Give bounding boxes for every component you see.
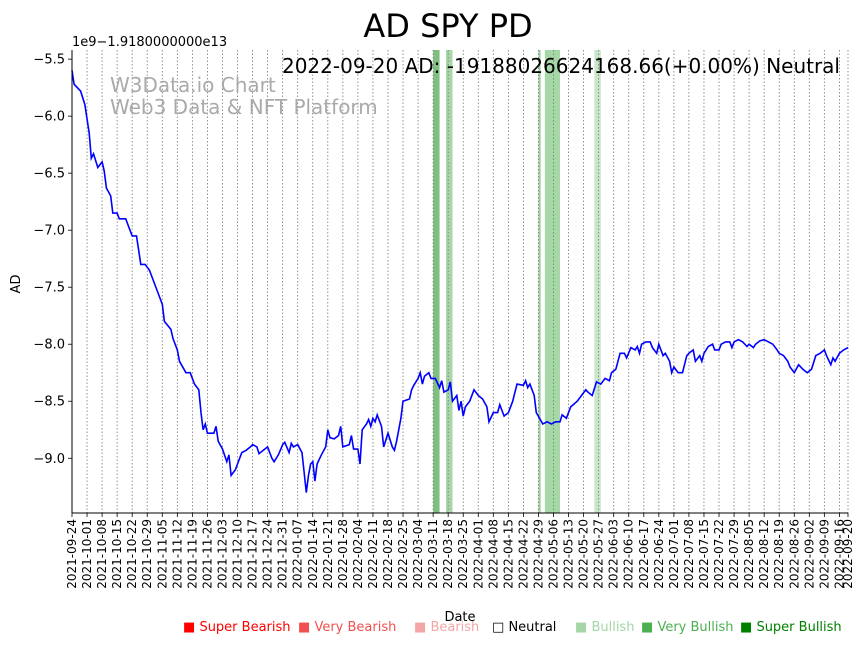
x-tick-label-0: 2021-09-24 (65, 519, 79, 589)
x-tick-label-38: 2022-06-17 (637, 519, 651, 589)
band-2 (538, 50, 541, 513)
legend-swatch-very-bullish: ■ (641, 620, 654, 635)
chart-title: AD SPY PD (363, 7, 532, 45)
y-axis-label: AD (9, 275, 24, 294)
x-tick-label-8: 2021-11-19 (185, 519, 199, 589)
x-tick-label-7: 2021-11-12 (170, 519, 184, 589)
x-tick-label-5: 2021-10-29 (140, 519, 154, 589)
legend-swatch-bearish: ■ (414, 620, 427, 635)
x-tick-label-1: 2021-10-01 (80, 519, 94, 589)
x-tick-label-21: 2022-02-18 (381, 519, 395, 589)
x-tick-label-4: 2021-10-22 (125, 519, 139, 589)
y-tick-label-0: −5.5 (33, 53, 65, 68)
x-tick-label-18: 2022-01-28 (336, 519, 350, 589)
band-4 (594, 50, 601, 513)
signal-bands (433, 50, 601, 513)
x-tick-label-49: 2022-09-02 (802, 519, 816, 589)
x-tick-label-6: 2021-11-05 (155, 519, 169, 589)
y-tick-label-1: −6.0 (33, 110, 65, 125)
y-ticks: −5.5 −6.0 −6.5 −7.0 −7.5 −8.0 −8.5 −9.0 (33, 53, 72, 467)
x-tick-label-14: 2021-12-31 (276, 519, 290, 589)
ad-series-line (71, 70, 849, 493)
x-tick-label-26: 2022-03-25 (456, 519, 470, 589)
x-tick-label-22: 2022-02-25 (396, 519, 410, 589)
axes (71, 50, 848, 514)
x-tick-label-30: 2022-04-22 (516, 519, 530, 589)
x-tick-label-36: 2022-06-03 (607, 519, 621, 589)
legend-label-bullish: Bullish (591, 620, 635, 635)
x-tick-label-42: 2022-07-15 (697, 519, 711, 589)
y-tick-label-5: −8.0 (33, 338, 65, 353)
x-tick-label-34: 2022-05-20 (577, 519, 591, 589)
x-tick-label-48: 2022-08-26 (787, 519, 801, 589)
x-tick-label-23: 2022-03-04 (411, 519, 425, 589)
signal-legend: ■ Super Bearish ■ Very Bearish ■ Bearish… (180, 620, 860, 638)
x-tick-label-9: 2021-11-26 (200, 519, 214, 589)
band-3 (544, 50, 560, 513)
x-tick-label-10: 2021-12-03 (215, 519, 229, 589)
legend-label-super-bullish: Super Bullish (756, 620, 842, 635)
x-tick-label-41: 2022-07-08 (682, 519, 696, 589)
watermark-line-2: Web3 Data & NFT Platform (110, 95, 378, 119)
x-tick-label-17: 2022-01-21 (321, 519, 335, 589)
x-tick-label-13: 2021-12-24 (261, 519, 275, 589)
x-tick-label-45: 2022-08-05 (742, 519, 756, 589)
legend-swatch-super-bearish: ■ (183, 620, 196, 635)
x-tick-label-35: 2022-05-27 (592, 519, 606, 589)
x-tick-label-31: 2022-04-29 (531, 519, 545, 589)
legend-swatch-bullish: ■ (575, 620, 588, 635)
y-offset-label: 1e9−1.9180000000e13 (72, 35, 227, 50)
x-tick-label-52: 2022-09-20 (841, 519, 855, 589)
band-0 (433, 50, 440, 513)
x-tick-label-32: 2022-05-06 (547, 519, 561, 589)
x-tick-label-19: 2022-02-04 (351, 519, 365, 589)
x-ticks: 2021-09-24 2021-10-01 2021-10-08 2021-10-15… (65, 513, 855, 589)
x-tick-label-16: 2022-01-14 (306, 519, 320, 589)
y-tick-label-4: −7.5 (33, 281, 65, 296)
x-tick-label-44: 2022-07-29 (727, 519, 741, 589)
x-tick-label-43: 2022-07-22 (712, 519, 726, 589)
y-tick-label-3: −7.0 (33, 224, 65, 239)
x-tick-label-24: 2022-03-11 (426, 519, 440, 589)
x-tick-label-11: 2021-12-10 (231, 519, 245, 589)
x-tick-label-20: 2022-02-11 (366, 519, 380, 589)
watermark: W3Data.io Chart Web3 Data & NFT Platform (110, 73, 378, 119)
x-tick-label-39: 2022-06-24 (652, 519, 666, 589)
y-tick-label-2: −6.5 (33, 167, 65, 182)
x-tick-label-50: 2022-09-09 (817, 519, 831, 589)
legend-label-bearish: Bearish (430, 620, 480, 635)
x-tick-label-46: 2022-08-12 (757, 519, 771, 589)
latest-value-annotation: 2022-09-20 AD: -19188026624168.66(+0.00%… (282, 54, 840, 78)
legend-label-super-bearish: Super Bearish (199, 620, 291, 635)
x-tick-label-2: 2021-10-08 (95, 519, 109, 589)
x-tick-label-3: 2021-10-15 (110, 519, 124, 589)
x-tick-label-27: 2022-04-01 (471, 519, 485, 589)
x-tick-label-28: 2022-04-08 (486, 519, 500, 589)
legend-label-very-bearish: Very Bearish (314, 620, 397, 635)
band-1 (446, 50, 453, 513)
x-tick-label-33: 2022-05-13 (562, 519, 576, 589)
y-tick-label-6: −8.5 (33, 395, 65, 410)
x-tick-label-40: 2022-07-01 (667, 519, 681, 589)
x-tick-label-51: 2022-09-16 (832, 519, 846, 589)
x-gridlines (71, 50, 849, 513)
x-axis-label: Date (444, 610, 475, 625)
legend-label-very-bullish: Very Bullish (657, 620, 734, 635)
x-tick-label-37: 2022-06-10 (622, 519, 636, 589)
legend-swatch-neutral: □ (492, 620, 505, 635)
legend-swatch-super-bullish: ■ (740, 620, 753, 635)
x-tick-label-29: 2022-04-15 (501, 519, 515, 589)
x-tick-label-47: 2022-08-19 (772, 519, 786, 589)
x-tick-label-15: 2022-01-07 (291, 519, 305, 589)
legend-label-neutral: Neutral (508, 620, 557, 635)
x-tick-label-12: 2021-12-17 (246, 519, 260, 589)
y-tick-label-7: −9.0 (33, 452, 65, 467)
legend-swatch-very-bearish: ■ (298, 620, 311, 635)
x-tick-label-25: 2022-03-18 (441, 519, 455, 589)
watermark-line-1: W3Data.io Chart (110, 73, 276, 97)
